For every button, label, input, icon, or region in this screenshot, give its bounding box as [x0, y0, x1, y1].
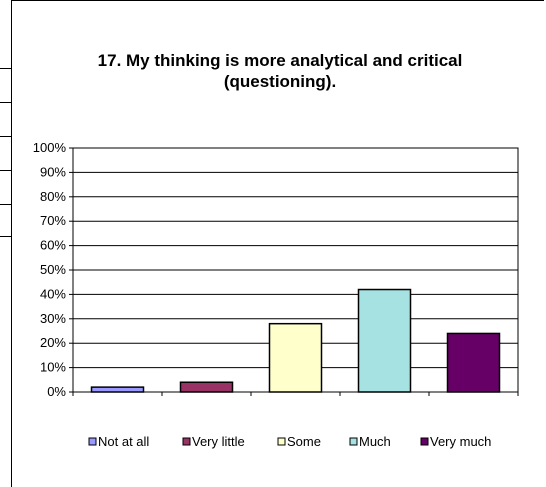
y-tick-label: 20%: [40, 335, 66, 350]
y-tick-label: 60%: [40, 238, 66, 253]
bar-very-little: [179, 381, 234, 393]
legend-label: Very much: [430, 434, 491, 449]
side-rule: [0, 170, 12, 171]
side-rule: [0, 236, 12, 237]
legend-label: Much: [359, 434, 391, 449]
legend-swatch: [88, 437, 97, 446]
legend-swatch: [182, 437, 191, 446]
bar-not-at-all: [90, 386, 145, 393]
bar-some: [268, 322, 323, 393]
legend-swatch: [349, 437, 358, 446]
side-rule: [0, 68, 12, 69]
y-tick-label: 30%: [40, 311, 66, 326]
legend-swatch: [420, 437, 429, 446]
bar-very-much: [446, 332, 501, 393]
legend-label: Not at all: [98, 434, 149, 449]
y-tick-label: 80%: [40, 189, 66, 204]
y-tick-label: 70%: [40, 213, 66, 228]
legend-label: Very little: [192, 434, 245, 449]
y-tick-label: 50%: [40, 262, 66, 277]
bar-much: [357, 288, 412, 393]
y-tick-label: 10%: [40, 360, 66, 375]
y-tick-label: 40%: [40, 286, 66, 301]
legend-label: Some: [287, 434, 321, 449]
y-tick-label: 90%: [40, 164, 66, 179]
side-rule: [0, 136, 12, 137]
chart-frame: [11, 0, 544, 487]
chart-title: 17. My thinking is more analytical and c…: [97, 51, 463, 91]
legend-swatch: [277, 437, 286, 446]
side-rule: [0, 204, 12, 205]
side-rule: [0, 102, 12, 103]
y-tick-label: 100%: [33, 140, 67, 155]
y-tick-label: 0%: [47, 384, 66, 399]
